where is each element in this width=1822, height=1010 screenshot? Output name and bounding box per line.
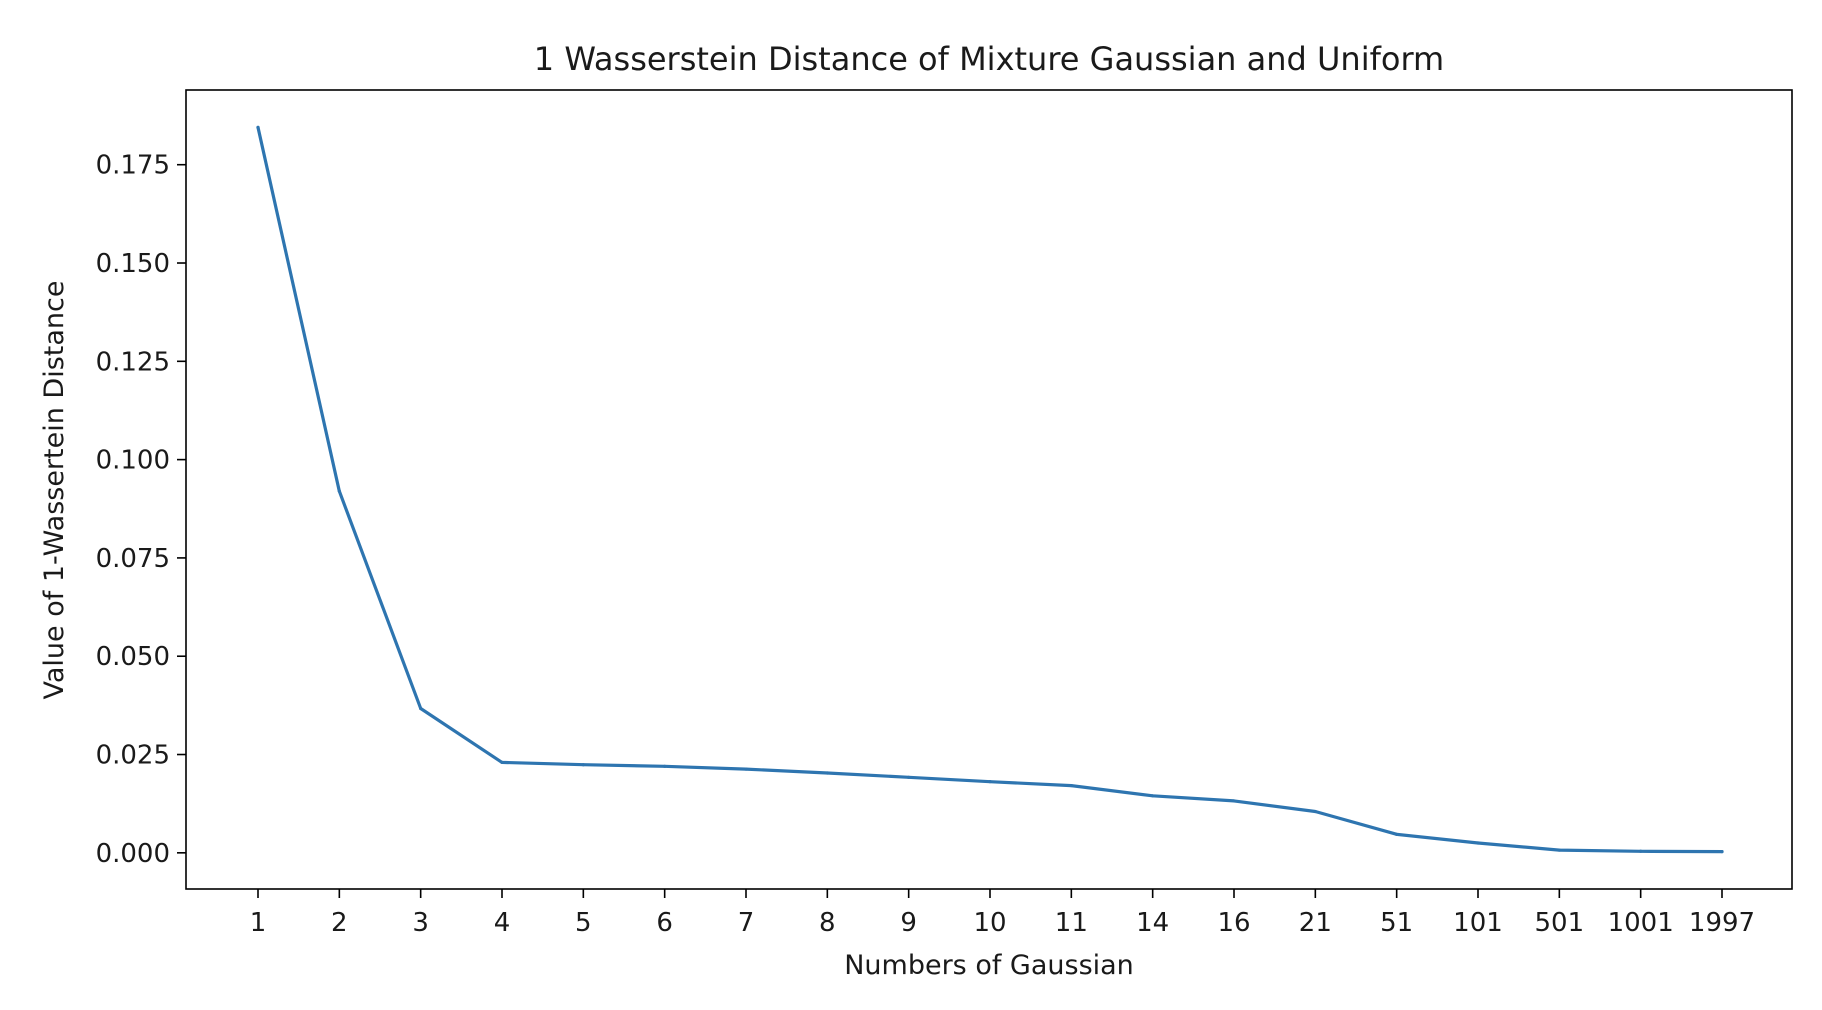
data-point <box>419 706 423 711</box>
x-tick-label: 16 <box>1217 908 1250 938</box>
y-tick-label: 0.125 <box>96 347 170 377</box>
x-tick-label: 501 <box>1535 908 1585 938</box>
y-tick-label: 0.175 <box>96 151 170 181</box>
data-point <box>500 760 504 764</box>
x-axis-label: Numbers of Gaussian <box>844 950 1134 981</box>
x-tick-label: 11 <box>1055 908 1088 938</box>
data-point <box>1557 848 1561 852</box>
y-tick-label: 0.075 <box>96 544 170 574</box>
x-tick-label: 9 <box>900 908 917 938</box>
data-point <box>1639 849 1643 853</box>
y-axis-ticks: 0.000 0.025 0.050 0.075 0.100 0.125 0.150 0.175 <box>96 151 186 869</box>
x-tick-label: 1997 <box>1689 908 1755 938</box>
data-point <box>337 489 341 493</box>
data-point <box>1395 832 1399 836</box>
data-point <box>907 775 911 779</box>
x-tick-label: 1001 <box>1608 908 1674 938</box>
x-tick-label: 21 <box>1299 908 1332 938</box>
data-point <box>1476 841 1480 845</box>
chart-title: 1 Wasserstein Distance of Mixture Gaussi… <box>534 40 1444 78</box>
data-point <box>1720 850 1724 854</box>
x-tick-label: 8 <box>819 908 836 938</box>
x-tick-label: 3 <box>412 908 429 938</box>
data-point <box>988 780 992 784</box>
y-tick-label: 0.000 <box>96 839 170 869</box>
y-tick-label: 0.150 <box>96 249 170 279</box>
x-tick-label: 4 <box>494 908 511 938</box>
data-point <box>581 763 585 767</box>
plot-frame <box>185 89 1793 890</box>
x-tick-label: 101 <box>1453 908 1503 938</box>
y-tick-label: 0.050 <box>96 642 170 672</box>
series-layer <box>256 125 1724 854</box>
x-tick-label: 5 <box>575 908 592 938</box>
x-tick-label: 2 <box>331 908 348 938</box>
x-tick-label: 7 <box>738 908 755 938</box>
data-point <box>1151 794 1155 798</box>
x-axis-ticks: 1 2 3 4 5 6 7 8 9 10 11 14 16 21 51 101 501 1001 1997 <box>250 889 1755 938</box>
y-axis-label: Value of 1-Wassertein Distance <box>39 281 70 700</box>
y-tick-label: 0.025 <box>96 741 170 771</box>
data-point <box>744 767 748 771</box>
data-point <box>1232 799 1236 803</box>
x-tick-label: 14 <box>1136 908 1169 938</box>
data-point <box>256 125 260 129</box>
data-point <box>825 771 829 775</box>
x-tick-label: 1 <box>250 908 267 938</box>
x-tick-label: 6 <box>656 908 673 938</box>
x-tick-label: 10 <box>973 908 1006 938</box>
data-point <box>1313 809 1317 814</box>
x-tick-label: 51 <box>1380 908 1413 938</box>
series-line <box>256 125 1724 854</box>
data-point <box>663 764 667 768</box>
data-point <box>1069 783 1073 788</box>
y-tick-label: 0.100 <box>96 446 170 476</box>
